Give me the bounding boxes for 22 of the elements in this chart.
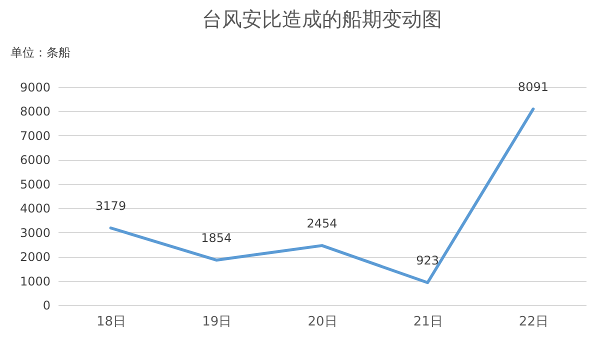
y-axis-title: 单位：条船 bbox=[10, 46, 70, 60]
chart-title: 台风安比造成的船期变动图 bbox=[202, 7, 442, 31]
y-tick-label: 0 bbox=[42, 298, 50, 312]
x-tick-label: 18日 bbox=[96, 314, 126, 330]
x-tick-label: 20日 bbox=[308, 314, 338, 330]
y-tick-label: 2000 bbox=[20, 250, 50, 264]
y-tick-label: 1000 bbox=[20, 274, 50, 288]
y-tick-label: 4000 bbox=[20, 202, 50, 216]
data-label: 8091 bbox=[518, 80, 548, 94]
y-tick-label: 9000 bbox=[20, 80, 50, 94]
x-tick-label: 21日 bbox=[413, 314, 443, 330]
y-tick-label: 5000 bbox=[20, 177, 50, 192]
data-label: 923 bbox=[416, 254, 440, 268]
data-label: 2454 bbox=[306, 216, 338, 231]
x-tick-label: 19日 bbox=[202, 314, 232, 330]
y-tick-label: 7000 bbox=[20, 128, 50, 143]
x-tick-label: 22日 bbox=[518, 314, 548, 330]
data-label: 1854 bbox=[201, 231, 232, 246]
y-tick-label: 8000 bbox=[20, 104, 50, 119]
y-tick-label: 6000 bbox=[20, 153, 50, 168]
data-label: 3179 bbox=[96, 199, 126, 213]
y-tick-label: 3000 bbox=[20, 226, 50, 240]
